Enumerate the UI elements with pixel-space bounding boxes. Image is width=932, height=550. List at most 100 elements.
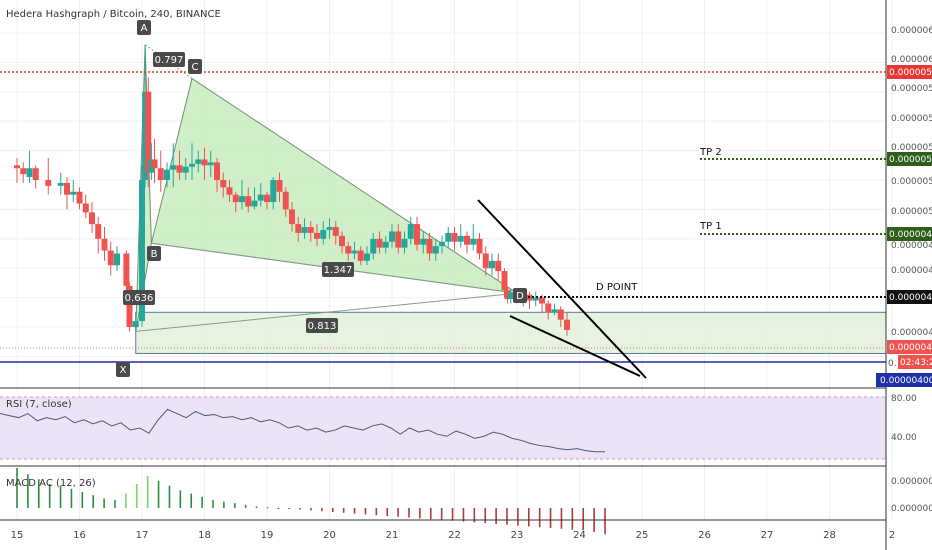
candle xyxy=(101,227,108,261)
x-tick: 23 xyxy=(511,530,524,541)
macd-bar xyxy=(233,503,236,508)
macd-tick: 0.00000050 xyxy=(891,477,932,487)
candle xyxy=(289,202,295,232)
candle xyxy=(495,253,502,280)
candle xyxy=(414,216,420,251)
x-tick: 21 xyxy=(386,530,399,541)
x-tick: 20 xyxy=(323,530,336,541)
macd-bar xyxy=(48,484,51,508)
macd-bar xyxy=(223,501,225,508)
candle xyxy=(314,224,320,247)
x-tick: 15 xyxy=(11,530,24,541)
candle xyxy=(320,221,327,245)
candle xyxy=(307,221,314,242)
macd-bar xyxy=(397,508,399,517)
macd-bar xyxy=(168,485,171,508)
rsi-band xyxy=(0,397,886,459)
candle xyxy=(45,157,52,195)
x-tick: 19 xyxy=(261,530,274,541)
tp1-label: TP 1 xyxy=(699,221,722,232)
candle xyxy=(232,191,239,213)
macd-bar xyxy=(299,508,301,510)
macd-bar xyxy=(125,493,127,508)
candle xyxy=(89,202,95,233)
macd-bar xyxy=(201,496,203,508)
candle xyxy=(201,147,208,180)
candle xyxy=(70,180,77,203)
price-tag-484: 0.00000484 xyxy=(887,227,932,241)
candle xyxy=(107,241,114,276)
price-tick: 0.00000560 xyxy=(891,114,932,124)
macd-bar xyxy=(451,508,454,521)
price-tag-591: 0.00000591 xyxy=(887,65,932,79)
candle xyxy=(345,241,352,261)
macd-bar xyxy=(244,504,247,508)
candle xyxy=(282,187,289,217)
candle xyxy=(245,187,252,213)
macd-bar xyxy=(538,508,541,528)
candle xyxy=(507,288,514,304)
price-tick: 0.00000420 xyxy=(891,328,932,338)
svg-text:B: B xyxy=(151,249,158,260)
candle xyxy=(439,235,445,254)
macd-bar xyxy=(560,508,563,529)
candle xyxy=(339,231,345,254)
price-tick: 0.00000600 xyxy=(891,55,932,65)
price-tick: 0.00000480 xyxy=(891,241,932,251)
candle xyxy=(395,224,402,254)
wedge-lower-line xyxy=(509,315,641,377)
svg-text:0.00000443: 0.00000443 xyxy=(889,293,932,303)
candle xyxy=(564,312,570,336)
target-zone xyxy=(135,311,887,354)
macd-label: MACD AC (12, 26) xyxy=(6,478,96,489)
candle xyxy=(26,150,33,183)
rsi-tick: 80.00 xyxy=(891,394,917,404)
candle xyxy=(370,232,377,260)
macd-bar xyxy=(255,506,258,508)
macd-bar xyxy=(321,508,323,512)
candle xyxy=(532,291,539,307)
candle xyxy=(401,231,408,254)
x-tick: 2 xyxy=(889,530,895,541)
candle xyxy=(220,172,227,198)
macd-bar xyxy=(103,498,105,508)
candle xyxy=(426,232,433,261)
macd-bar xyxy=(419,508,421,519)
candle xyxy=(123,250,130,291)
candle xyxy=(164,162,170,188)
candle xyxy=(270,177,277,210)
candle xyxy=(214,157,220,192)
candle xyxy=(376,231,383,254)
macd-bar xyxy=(342,508,345,513)
candle xyxy=(357,246,364,266)
candle xyxy=(504,287,511,304)
macd-tick: 0.00000000 xyxy=(891,504,932,514)
macd-bar xyxy=(353,508,356,514)
point-label-a: A xyxy=(137,20,151,35)
price-tick: 0.00000460 xyxy=(891,266,932,276)
macd-bar xyxy=(277,508,280,509)
price-tag-410: 0.00000410 xyxy=(887,340,932,354)
macd-bar xyxy=(331,508,334,512)
candle xyxy=(142,44,149,188)
candle xyxy=(132,312,139,330)
point-label-x: X xyxy=(116,362,130,377)
macd-bar xyxy=(157,480,160,508)
macd-bar xyxy=(37,479,40,508)
price-tick: 0.00000500 xyxy=(891,207,932,217)
ratio-xb: 0.636 xyxy=(123,290,155,305)
candle xyxy=(226,180,233,203)
candle xyxy=(382,235,389,254)
price-tick: 0.00000580 xyxy=(891,84,932,94)
rsi-polyline xyxy=(0,408,605,453)
dpoint-label: D POINT xyxy=(596,282,638,293)
candle xyxy=(420,231,427,254)
candle xyxy=(145,77,152,188)
macd-bar xyxy=(473,508,476,523)
macd-bar xyxy=(604,508,606,535)
macd-bar xyxy=(375,508,378,516)
tp2-label: TP 2 xyxy=(699,147,722,158)
macd-bar xyxy=(70,488,73,508)
svg-text:0.00000400: 0.00000400 xyxy=(880,376,932,386)
